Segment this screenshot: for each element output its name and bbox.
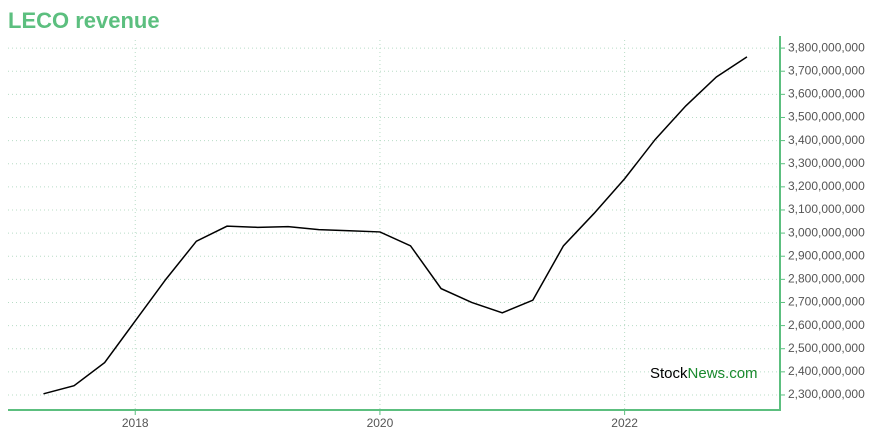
watermark: StockNews.com	[650, 365, 758, 382]
y-tick-label: 2,500,000,000	[788, 341, 865, 355]
y-tick-label: 3,700,000,000	[788, 63, 865, 77]
x-tick-label: 2020	[367, 416, 394, 430]
y-tick-label: 3,500,000,000	[788, 110, 865, 124]
watermark-news: News.com	[688, 365, 758, 382]
chart-title: LECO revenue	[8, 8, 160, 33]
y-tick-label: 3,000,000,000	[788, 225, 865, 239]
y-tick-label: 3,800,000,000	[788, 40, 865, 54]
y-tick-label: 3,200,000,000	[788, 179, 865, 193]
y-tick-label: 2,700,000,000	[788, 295, 865, 309]
y-tick-label: 2,800,000,000	[788, 272, 865, 286]
y-tick-label: 2,400,000,000	[788, 364, 865, 378]
line	[43, 56, 748, 395]
y-tick-label: 2,900,000,000	[788, 248, 865, 262]
x-tick-label: 2022	[611, 416, 638, 430]
y-tick-label: 3,300,000,000	[788, 156, 865, 170]
y-tick-label: 3,400,000,000	[788, 133, 865, 147]
y-tick-label: 2,600,000,000	[788, 318, 865, 332]
y-tick-label: 3,100,000,000	[788, 202, 865, 216]
watermark-stock: Stock	[650, 365, 688, 382]
x-tick-label: 2018	[122, 416, 149, 430]
y-tick-label: 3,600,000,000	[788, 87, 865, 101]
y-tick-label: 2,300,000,000	[788, 387, 865, 401]
